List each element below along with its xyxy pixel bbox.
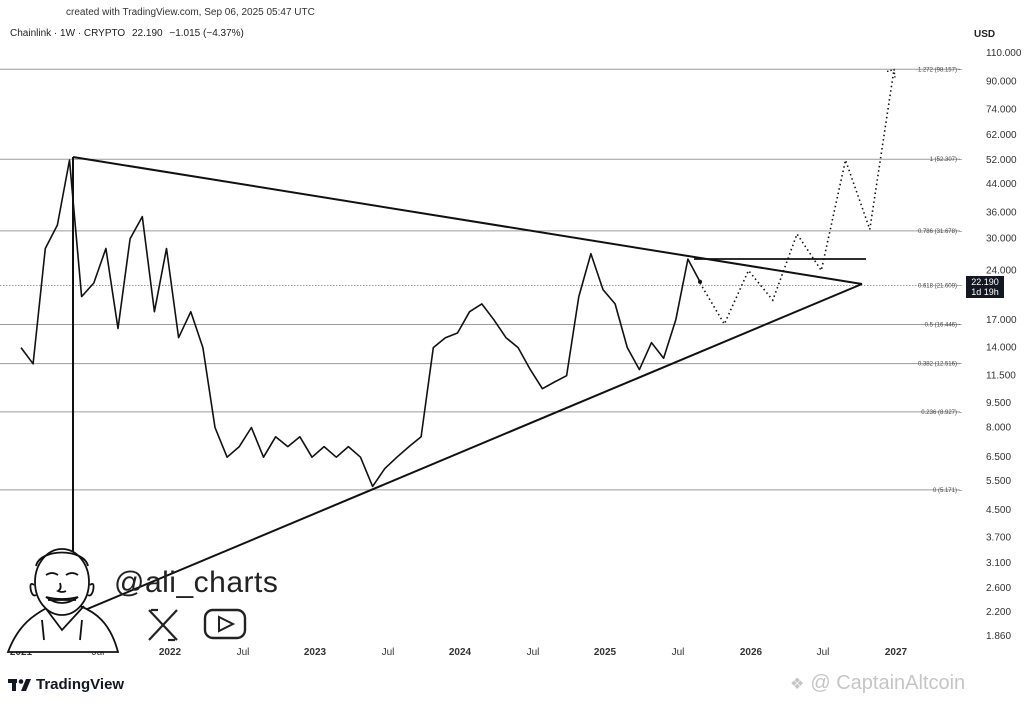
symbol-name: Chainlink · 1W · CRYPTO <box>10 28 126 39</box>
price-tag-countdown: 1d 19h <box>971 287 999 297</box>
fib-level-label: 0.236 (8.927) – <box>921 410 962 416</box>
tradingview-icon <box>8 678 31 691</box>
y-tick-label: 44.000 <box>986 179 1017 190</box>
y-tick-label: 24.000 <box>986 266 1017 277</box>
x-tick-label: 2027 <box>885 647 908 658</box>
y-tick-label: 74.000 <box>986 105 1017 116</box>
y-tick-label: 17.000 <box>986 315 1017 326</box>
watermark-icon: ❖ <box>790 675 805 693</box>
price-series <box>20 159 702 488</box>
x-tick-label: Jul <box>237 647 250 658</box>
fib-level-label: 0.618 (21.609) – <box>918 284 963 290</box>
y-axis: 110.000 90.000 74.000 62.000 52.000 44.000 36.… <box>986 48 1022 642</box>
price-line <box>20 159 701 488</box>
y-tick-label: 90.000 <box>986 77 1017 88</box>
author-handle[interactable]: @ali_charts <box>114 566 279 599</box>
upper-trendline <box>72 156 863 285</box>
fib-level-label: 1 (52.307) – <box>930 157 963 163</box>
created-with-text: created with TradingView.com, Sep 06, 20… <box>66 7 315 18</box>
x-tick-label: Jul <box>382 647 395 658</box>
fib-level-label: 1.272 (98.157) – <box>918 67 963 73</box>
tradingview-logo[interactable]: TradingView <box>8 676 124 693</box>
y-tick-label: 1.860 <box>986 631 1011 642</box>
projection-path <box>699 68 896 326</box>
x-axis: 2021Jul2022Jul2023Jul2024Jul2025Jul2026J… <box>10 647 908 658</box>
youtube-icon[interactable] <box>203 608 247 640</box>
price-tag-value: 22.190 <box>971 277 999 287</box>
y-tick-label: 30.000 <box>986 234 1017 245</box>
last-price-dot <box>698 279 702 284</box>
y-tick-label: 62.000 <box>986 130 1017 141</box>
y-tick-label: 8.000 <box>986 423 1011 434</box>
y-tick-label: 6.500 <box>986 452 1011 463</box>
fib-levels: 1.272 (98.157) – 1 (52.307) – 0.786 (31.67… <box>0 67 963 494</box>
watermark: ❖ @ CaptainAltcoin <box>790 672 965 695</box>
y-tick-label: 2.200 <box>986 607 1011 618</box>
x-tick-label: 2023 <box>304 647 327 658</box>
y-tick-label: 4.500 <box>986 505 1011 516</box>
x-tick-label: 2026 <box>740 647 763 658</box>
x-tick-label: Jul <box>527 647 540 658</box>
currency-label: USD <box>974 29 996 40</box>
price-change: −1.015 (−4.37%) <box>169 28 244 39</box>
symbol-header: Chainlink · 1W · CRYPTO 22.190 −1.015 (−… <box>10 28 248 39</box>
y-tick-label: 36.000 <box>986 208 1017 219</box>
x-tick-label: 2022 <box>159 647 182 658</box>
fib-level-label: 0.5 (16.446) – <box>925 323 963 329</box>
y-tick-label: 52.000 <box>986 155 1017 166</box>
y-tick-label: 5.500 <box>986 476 1011 487</box>
y-tick-label: 14.000 <box>986 343 1017 354</box>
y-tick-label: 110.000 <box>986 48 1022 59</box>
current-price-tag: 22.190 1d 19h <box>966 276 1004 298</box>
projection-arrowhead <box>886 68 896 78</box>
avatar <box>6 548 120 653</box>
fib-level-label: 0.382 (12.516) – <box>918 362 963 368</box>
y-tick-label: 11.500 <box>986 371 1016 382</box>
y-tick-label: 3.100 <box>986 558 1011 569</box>
last-price: 22.190 <box>132 28 163 39</box>
tradingview-text: TradingView <box>36 676 125 693</box>
x-logo-icon[interactable] <box>148 608 178 642</box>
x-tick-label: Jul <box>817 647 830 658</box>
y-tick-label: 9.500 <box>986 398 1011 409</box>
lower-trendline <box>72 283 863 616</box>
fib-level-label: 0 (5.171) – <box>933 488 963 494</box>
y-tick-label: 2.600 <box>986 583 1011 594</box>
watermark-text: @ CaptainAltcoin <box>810 672 966 694</box>
x-tick-label: 2024 <box>449 647 472 658</box>
x-tick-label: Jul <box>672 647 685 658</box>
x-tick-label: 2025 <box>594 647 617 658</box>
fib-level-label: 0.786 (31.678) – <box>918 229 963 235</box>
y-tick-label: 3.700 <box>986 533 1011 544</box>
